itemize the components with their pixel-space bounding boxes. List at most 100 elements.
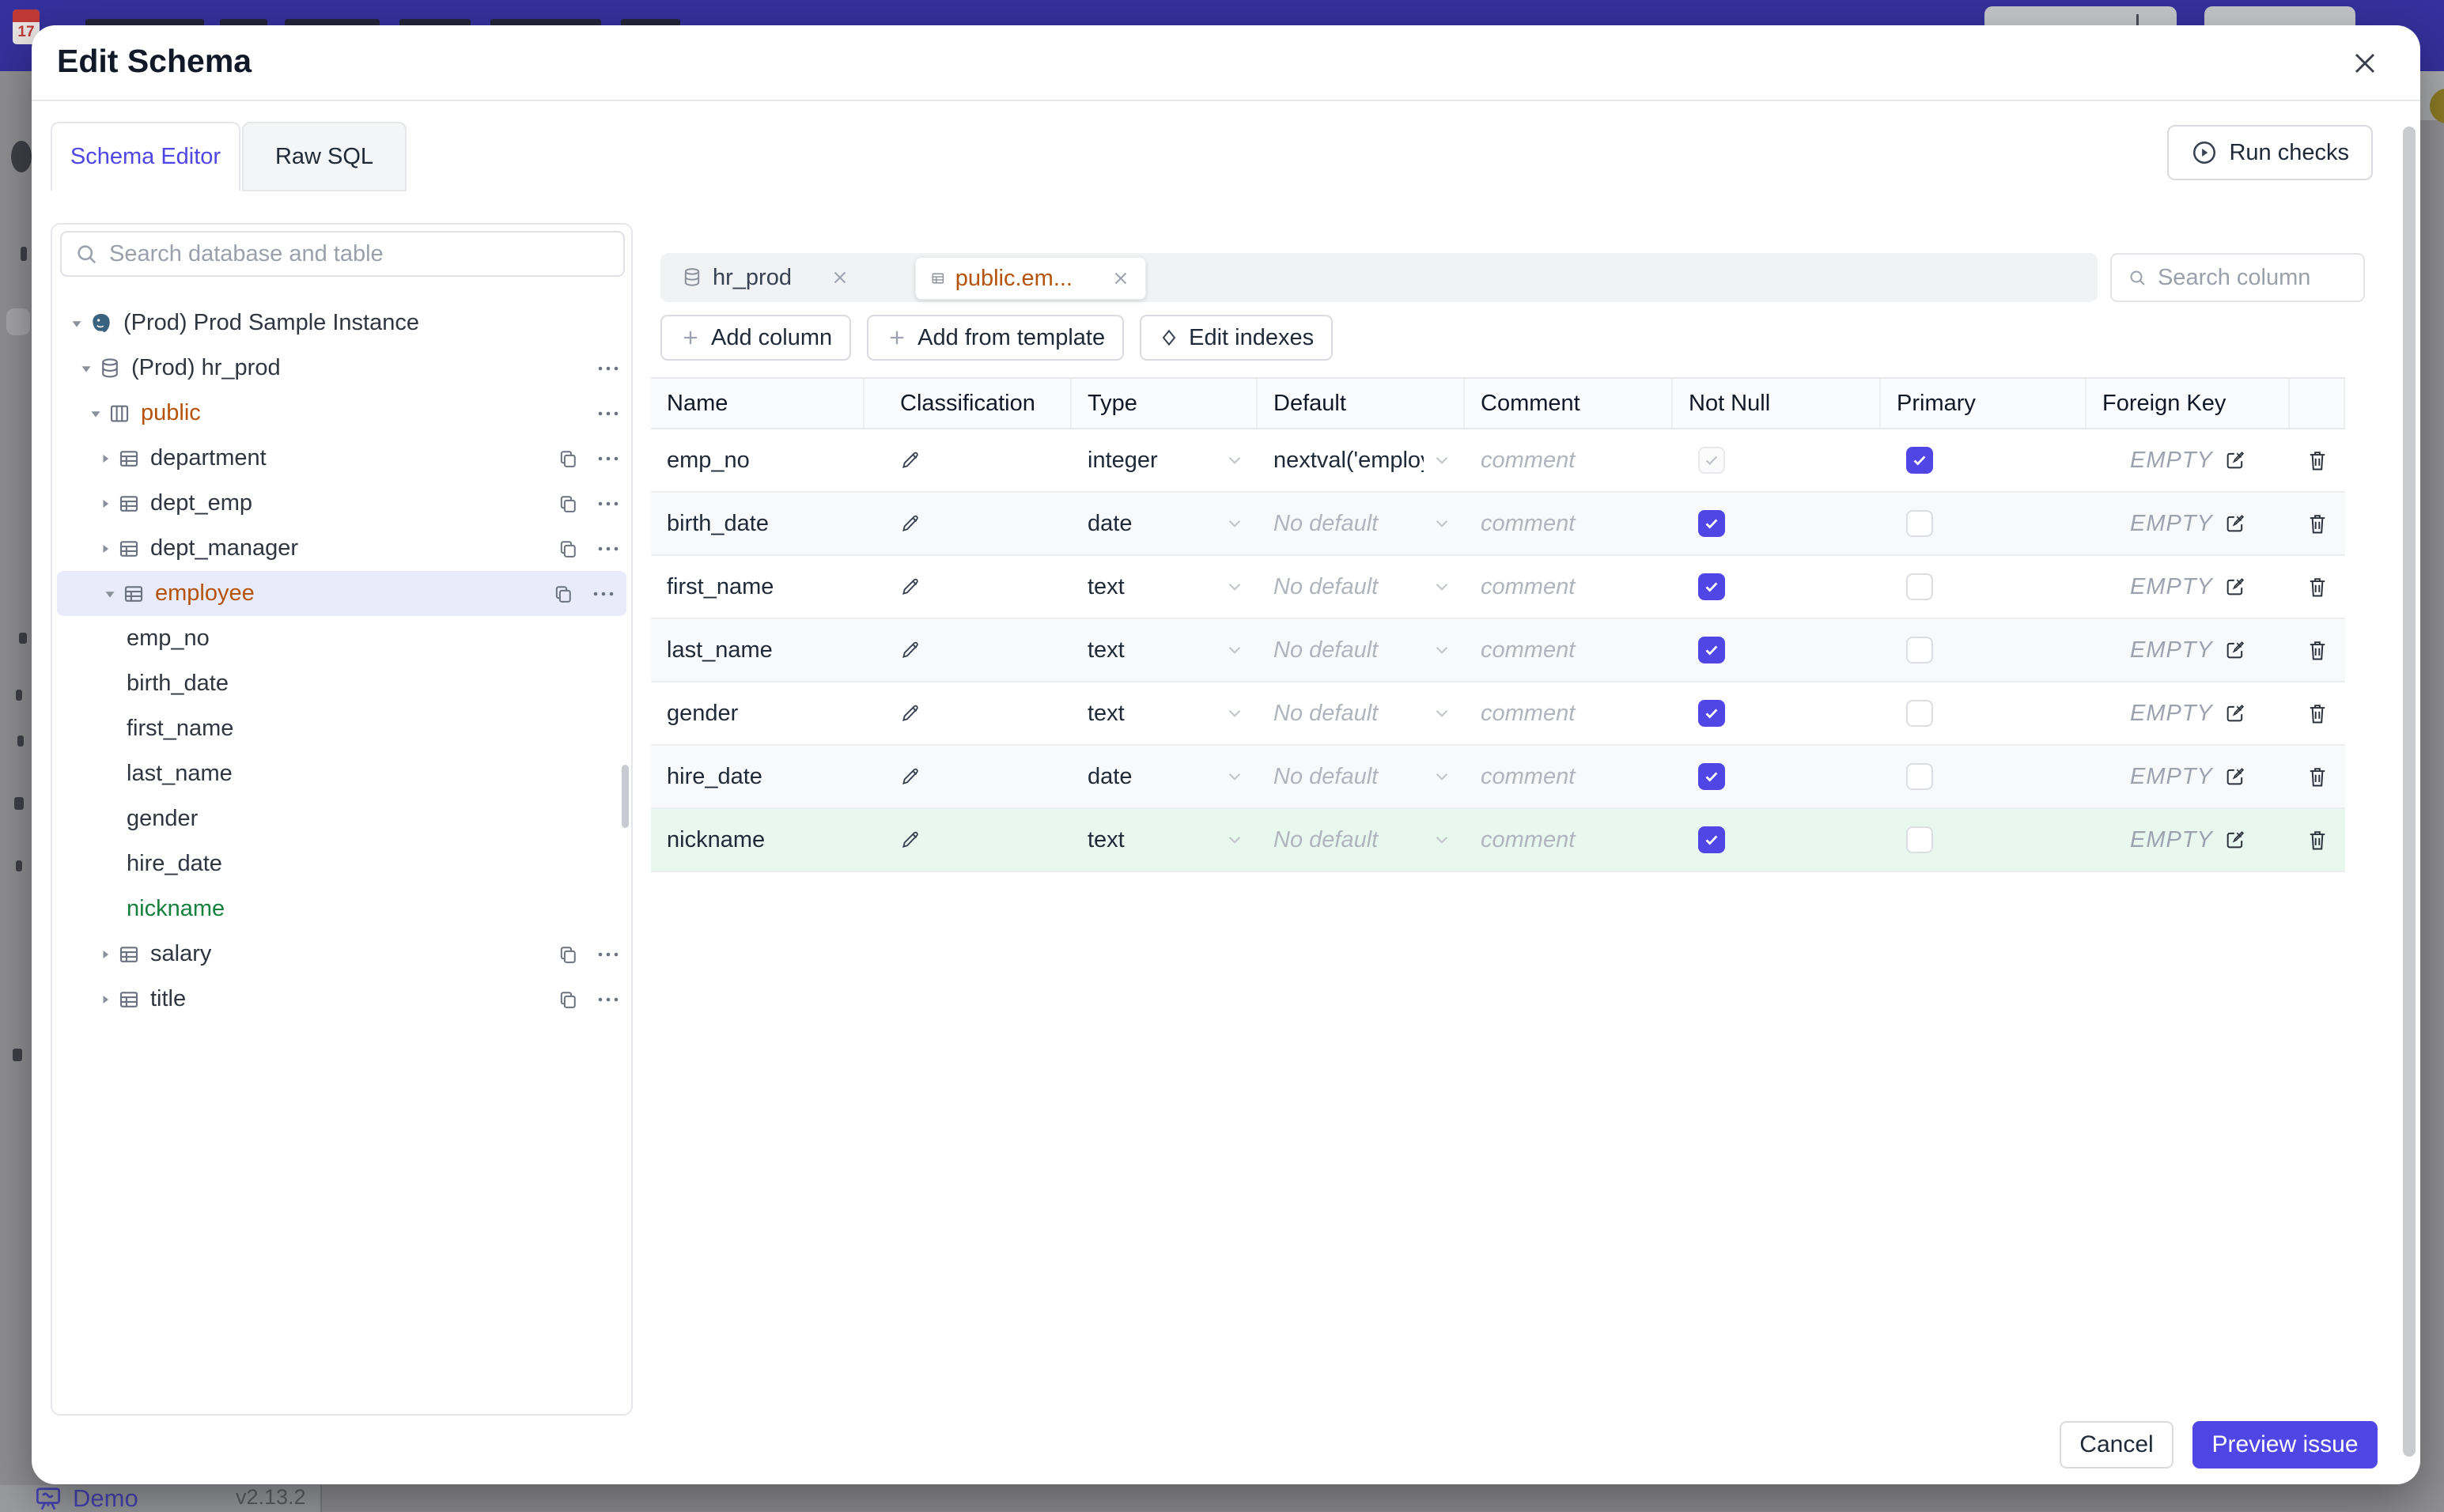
more-actions-icon[interactable] — [596, 454, 620, 463]
primary-checkbox[interactable] — [1906, 700, 1933, 727]
column-name[interactable]: last_name — [667, 637, 773, 663]
comment-input[interactable]: comment — [1465, 746, 1673, 807]
tab-chip-public-employee[interactable]: public.em... — [915, 257, 1146, 300]
tree-item-table-employee[interactable]: employee — [57, 571, 626, 616]
tree-item-column-first-name[interactable]: first_name — [52, 706, 631, 751]
pencil-icon[interactable] — [900, 703, 921, 724]
column-name[interactable]: emp_no — [667, 447, 750, 473]
cancel-button[interactable]: Cancel — [2060, 1421, 2173, 1469]
comment-input[interactable]: comment — [1465, 429, 1673, 491]
not-null-checkbox[interactable] — [1698, 826, 1725, 853]
default-select[interactable]: No default — [1258, 619, 1465, 681]
caret-down-icon[interactable] — [98, 585, 122, 603]
trash-icon[interactable] — [2306, 448, 2329, 472]
default-select[interactable]: No default — [1258, 493, 1465, 554]
close-icon[interactable] — [2348, 46, 2382, 81]
tree-item-table-dept-manager[interactable]: dept_manager — [52, 526, 631, 571]
tab-raw-sql[interactable]: Raw SQL — [242, 122, 407, 191]
primary-checkbox[interactable] — [1906, 447, 1933, 474]
type-select[interactable]: text — [1072, 809, 1258, 871]
default-select[interactable]: nextval('employ — [1258, 429, 1465, 491]
type-select[interactable]: text — [1072, 619, 1258, 681]
tab-chip-hr-prod[interactable]: hr_prod — [667, 257, 895, 298]
tree-item-column-birth-date[interactable]: birth_date — [52, 661, 631, 706]
trash-icon[interactable] — [2306, 765, 2329, 788]
primary-checkbox[interactable] — [1906, 763, 1933, 790]
close-tab-icon[interactable] — [830, 267, 850, 288]
column-search-input[interactable] — [2155, 263, 2348, 292]
not-null-checkbox[interactable] — [1698, 763, 1725, 790]
column-name[interactable]: gender — [667, 700, 739, 726]
tree-item-table-salary[interactable]: salary — [52, 932, 631, 977]
comment-input[interactable]: comment — [1465, 556, 1673, 618]
caret-down-icon[interactable] — [74, 360, 98, 377]
caret-right-icon[interactable] — [93, 496, 117, 512]
preview-issue-button[interactable]: Preview issue — [2192, 1421, 2378, 1469]
comment-input[interactable]: comment — [1465, 619, 1673, 681]
column-name[interactable]: first_name — [667, 573, 774, 599]
default-select[interactable]: No default — [1258, 746, 1465, 807]
close-tab-icon[interactable] — [1110, 268, 1131, 289]
tree-item-schema-public[interactable]: public — [52, 391, 631, 436]
copy-icon[interactable] — [557, 493, 579, 515]
trash-icon[interactable] — [2306, 828, 2329, 852]
type-select[interactable]: text — [1072, 556, 1258, 618]
tree-item-column-nickname[interactable]: nickname — [52, 886, 631, 932]
tree-item-table-dept-emp[interactable]: dept_emp — [52, 481, 631, 526]
default-select[interactable]: No default — [1258, 682, 1465, 744]
copy-icon[interactable] — [552, 583, 574, 605]
tree-item-column-last-name[interactable]: last_name — [52, 751, 631, 796]
more-actions-icon[interactable] — [592, 589, 615, 599]
add-from-template-button[interactable]: Add from template — [867, 315, 1125, 361]
more-actions-icon[interactable] — [596, 409, 620, 418]
comment-input[interactable]: comment — [1465, 493, 1673, 554]
copy-icon[interactable] — [557, 943, 579, 966]
trash-icon[interactable] — [2306, 701, 2329, 725]
column-name[interactable]: hire_date — [667, 763, 762, 789]
primary-checkbox[interactable] — [1906, 573, 1933, 600]
more-actions-icon[interactable] — [596, 950, 620, 959]
not-null-checkbox[interactable] — [1698, 510, 1725, 537]
not-null-checkbox[interactable] — [1698, 447, 1725, 474]
edit-foreign-key-icon[interactable] — [2224, 449, 2246, 471]
modal-scrollbar-thumb[interactable] — [2403, 127, 2416, 1457]
more-actions-icon[interactable] — [596, 499, 620, 508]
tree-item-column-emp-no[interactable]: emp_no — [52, 616, 631, 661]
trash-icon[interactable] — [2306, 638, 2329, 662]
sidebar-scrollbar-thumb[interactable] — [622, 765, 629, 828]
trash-icon[interactable] — [2306, 575, 2329, 599]
edit-indexes-button[interactable]: Edit indexes — [1140, 315, 1334, 361]
tree-item-table-department[interactable]: department — [52, 436, 631, 481]
tree-item-table-title[interactable]: title — [52, 977, 631, 1022]
edit-foreign-key-icon[interactable] — [2224, 702, 2246, 724]
type-select[interactable]: integer — [1072, 429, 1258, 491]
not-null-checkbox[interactable] — [1698, 637, 1725, 663]
pencil-icon[interactable] — [900, 830, 921, 850]
default-select[interactable]: No default — [1258, 809, 1465, 871]
caret-right-icon[interactable] — [93, 992, 117, 1007]
tab-schema-editor[interactable]: Schema Editor — [51, 122, 240, 191]
run-checks-button[interactable]: Run checks — [2167, 125, 2373, 180]
add-column-button[interactable]: Add column — [660, 315, 852, 361]
default-select[interactable]: No default — [1258, 556, 1465, 618]
caret-down-icon[interactable] — [65, 315, 89, 332]
pencil-icon[interactable] — [900, 450, 921, 471]
more-actions-icon[interactable] — [596, 364, 620, 373]
caret-right-icon[interactable] — [93, 947, 117, 962]
edit-foreign-key-icon[interactable] — [2224, 829, 2246, 851]
copy-icon[interactable] — [557, 448, 579, 470]
type-select[interactable]: date — [1072, 493, 1258, 554]
caret-down-icon[interactable] — [84, 405, 108, 422]
copy-icon[interactable] — [557, 988, 579, 1011]
comment-input[interactable]: comment — [1465, 682, 1673, 744]
column-name[interactable]: nickname — [667, 826, 766, 852]
tree-item-instance[interactable]: (Prod) Prod Sample Instance — [52, 301, 631, 346]
not-null-checkbox[interactable] — [1698, 573, 1725, 600]
primary-checkbox[interactable] — [1906, 826, 1933, 853]
type-select[interactable]: text — [1072, 682, 1258, 744]
pencil-icon[interactable] — [900, 766, 921, 787]
not-null-checkbox[interactable] — [1698, 700, 1725, 727]
pencil-icon[interactable] — [900, 576, 921, 597]
tree-item-column-gender[interactable]: gender — [52, 796, 631, 841]
edit-foreign-key-icon[interactable] — [2224, 512, 2246, 535]
